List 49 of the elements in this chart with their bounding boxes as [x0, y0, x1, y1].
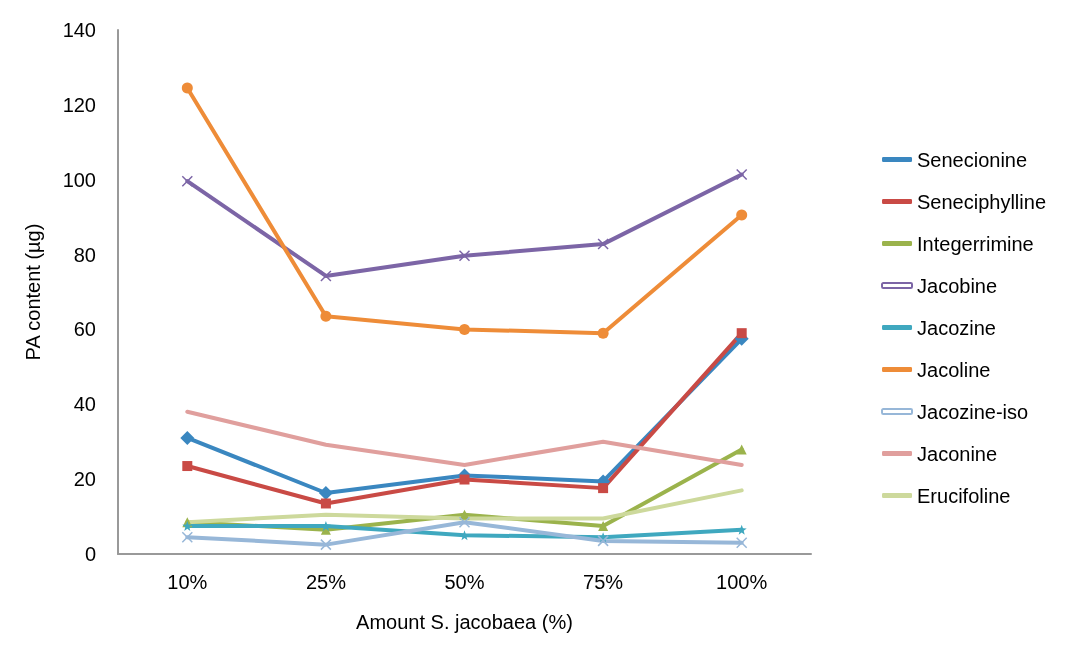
point: [735, 168, 748, 181]
x-tick-label: 25%: [305, 571, 347, 593]
x-tick-label: 50%: [444, 571, 485, 593]
point: [459, 474, 470, 485]
y-tick-label: 120: [62, 93, 96, 116]
y-tick-label: 20: [73, 468, 96, 491]
x-tick-label: 10%: [167, 571, 208, 593]
y-tick-label: 80: [73, 243, 96, 266]
point: [181, 531, 194, 543]
point: [597, 238, 609, 250]
x-tick-label: 75%: [583, 571, 624, 593]
point: [459, 323, 470, 335]
legend-label: Jaconine: [917, 442, 998, 465]
x-axis-title: Amount S. jacobaea (%): [356, 611, 573, 633]
point: [181, 175, 194, 187]
point: [736, 328, 747, 339]
point: [735, 537, 748, 549]
point: [320, 270, 332, 282]
y-tick-label: 0: [84, 543, 96, 565]
point: [736, 209, 748, 221]
point: [736, 444, 747, 455]
point: [598, 483, 609, 494]
legend-label: Jacozine-iso: [917, 400, 1029, 423]
y-tick-label: 40: [73, 393, 96, 416]
legend-label: Erucifoline: [917, 484, 1011, 507]
point: [320, 538, 332, 551]
legend-label: Jacoline: [917, 358, 991, 381]
y-axis-title: PA content (µg): [22, 223, 44, 361]
point: [458, 516, 471, 528]
line-series: [185, 409, 744, 467]
point: [318, 485, 333, 500]
legend-label: Jacobine: [917, 274, 998, 297]
point: [320, 498, 331, 509]
point: [597, 535, 609, 547]
legend-label: Jacozine: [917, 316, 996, 339]
point: [458, 249, 471, 262]
legend-label: Senecionine: [917, 148, 1028, 171]
y-tick-label: 60: [73, 318, 96, 341]
point: [597, 327, 609, 339]
x-tick-label: 100%: [716, 571, 768, 593]
point: [180, 430, 195, 445]
point: [320, 310, 332, 322]
y-tick-label: 100: [62, 168, 96, 191]
point: [598, 520, 609, 531]
legend-label: Seneciphylline: [917, 190, 1047, 213]
legend-label: Integerrimine: [917, 232, 1034, 255]
y-tick-label: 140: [62, 19, 96, 41]
point: [182, 461, 193, 472]
point: [181, 82, 193, 94]
